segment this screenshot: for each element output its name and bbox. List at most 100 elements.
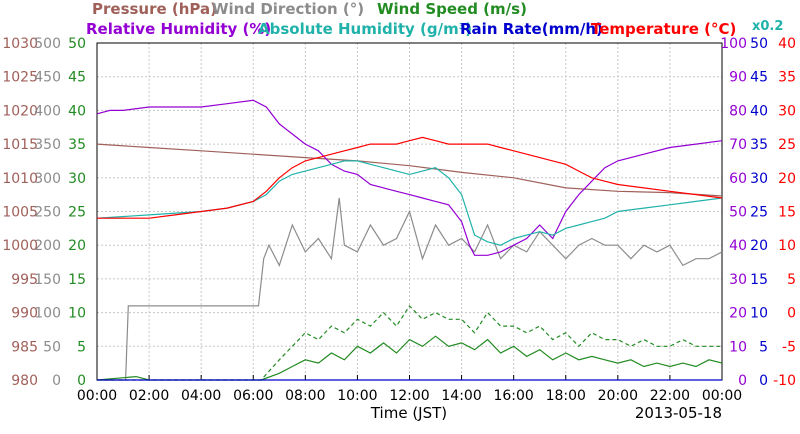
x-tick-label: 10:00 (337, 388, 377, 404)
y-tick-pressure: 990 (11, 306, 38, 322)
legend-rain-rate: Rain Rate(mm/h) (460, 20, 603, 38)
y-tick-rain-rate: 50 (750, 36, 768, 52)
y-tick-wind-direction: 150 (34, 272, 61, 288)
y-tick-rain-rate: 45 (750, 70, 768, 86)
y-tick-pressure: 1010 (2, 171, 38, 187)
legend-multiplier: x0.2 (752, 19, 783, 34)
y-tick-humidity: 50 (729, 205, 747, 221)
series-temperature-c (97, 136, 723, 219)
y-tick-rain-rate: 25 (750, 205, 768, 221)
x-tick-label: 06:00 (233, 388, 273, 404)
y-tick-wind-speed: 15 (68, 272, 86, 288)
legend-wind-speed: Wind Speed (m/s) (377, 0, 527, 18)
y-tick-wind-speed: 0 (77, 373, 86, 389)
x-tick-label: 00:00 (702, 388, 742, 404)
y-tick-temperature: 35 (778, 70, 796, 86)
legend-absolute-humidity: Absolute Humidity (g/m³) (258, 20, 472, 38)
series-absolute-humidity-g-m (96, 160, 723, 246)
x-tick-label: 04:00 (181, 388, 221, 404)
y-tick-wind-speed: 20 (68, 238, 86, 254)
y-tick-wind-speed: 40 (68, 103, 86, 119)
y-tick-pressure: 980 (11, 373, 38, 389)
y-tick-temperature: -5 (782, 339, 796, 355)
y-tick-wind-direction: 500 (34, 36, 61, 52)
y-tick-wind-speed: 5 (77, 339, 86, 355)
y-tick-pressure: 1000 (2, 238, 38, 254)
legend-temperature: Temperature (°C) (591, 20, 736, 38)
y-tick-wind-speed: 45 (68, 70, 86, 86)
y-tick-temperature: -10 (773, 373, 796, 389)
y-tick-temperature: 30 (778, 103, 796, 119)
y-tick-temperature: 15 (778, 205, 796, 221)
y-tick-temperature: 10 (778, 238, 796, 254)
legend-row-1: Pressure (hPa) Wind Direction (°) Wind S… (92, 0, 527, 18)
y-tick-pressure: 1005 (2, 205, 38, 221)
y-tick-humidity: 30 (729, 272, 747, 288)
y-tick-wind-speed: 25 (68, 205, 86, 221)
right-axes: 1009080706050403020100504540353025201510… (720, 36, 796, 389)
y-tick-rain-rate: 30 (750, 171, 768, 187)
y-tick-rain-rate: 0 (759, 373, 768, 389)
legend-relative-humidity: Relative Humidity (%) (86, 20, 271, 38)
y-tick-wind-direction: 400 (34, 103, 61, 119)
y-tick-wind-direction: 450 (34, 70, 61, 86)
y-tick-humidity: 40 (729, 238, 747, 254)
y-tick-temperature: 25 (778, 137, 796, 153)
y-tick-pressure: 1025 (2, 70, 38, 86)
y-tick-temperature: 0 (787, 306, 796, 322)
x-tick-label: 22:00 (650, 388, 690, 404)
series-wind-speed-gust-m-s (97, 304, 722, 381)
y-tick-wind-direction: 100 (34, 306, 61, 322)
legend-pressure: Pressure (hPa) (92, 0, 217, 18)
x-axis: 00:00 02:00 04:00 06:00 08:00 10:00 12:00 14:00… (77, 375, 742, 404)
y-tick-wind-direction: 200 (34, 238, 61, 254)
y-tick-rain-rate: 10 (750, 306, 768, 322)
y-tick-humidity: 20 (729, 306, 747, 322)
y-tick-humidity: 0 (738, 373, 747, 389)
x-tick-label: 14:00 (441, 388, 481, 404)
y-tick-humidity: 70 (729, 137, 747, 153)
series-wind-direction (97, 197, 723, 381)
x-tick-label: 08:00 (285, 388, 325, 404)
legend-wind-direction: Wind Direction (°) (212, 0, 364, 18)
y-tick-wind-speed: 10 (68, 306, 86, 322)
y-tick-humidity: 10 (729, 339, 747, 355)
y-tick-wind-speed: 35 (68, 137, 86, 153)
legend-row-2: Relative Humidity (%) Absolute Humidity … (86, 19, 783, 38)
y-tick-temperature: 20 (778, 171, 796, 187)
y-tick-wind-speed: 30 (68, 171, 86, 187)
series-pressure-hpa (96, 143, 723, 197)
x-tick-label: 00:00 (77, 388, 117, 404)
x-tick-label: 18:00 (546, 388, 586, 404)
y-tick-rain-rate: 35 (750, 137, 768, 153)
x-axis-label: Time (JST) (370, 404, 447, 422)
series-wind-speed-m-s (96, 335, 723, 381)
x-tick-label: 20:00 (598, 388, 638, 404)
y-tick-wind-direction: 50 (43, 339, 61, 355)
x-tick-label: 02:00 (129, 388, 169, 404)
left-axes: 1030102510201015101010051000995990985980… (2, 36, 86, 389)
series-relative-humidity (96, 99, 723, 256)
y-tick-pressure: 1030 (2, 36, 38, 52)
y-tick-rain-rate: 20 (750, 238, 768, 254)
date-label: 2013-05-18 (635, 404, 722, 422)
y-tick-pressure: 995 (11, 272, 38, 288)
y-tick-wind-direction: 0 (52, 373, 61, 389)
y-tick-rain-rate: 40 (750, 103, 768, 119)
y-tick-pressure: 1015 (2, 137, 38, 153)
series-group (96, 99, 723, 381)
y-tick-humidity: 100 (720, 36, 747, 52)
y-tick-wind-direction: 250 (34, 205, 61, 221)
y-tick-rain-rate: 5 (759, 339, 768, 355)
x-tick-label: 12:00 (389, 388, 429, 404)
y-tick-temperature: 40 (778, 36, 796, 52)
y-tick-rain-rate: 15 (750, 272, 768, 288)
y-tick-pressure: 1020 (2, 103, 38, 119)
y-tick-wind-direction: 350 (34, 137, 61, 153)
y-tick-humidity: 80 (729, 103, 747, 119)
y-tick-humidity: 90 (729, 70, 747, 86)
y-tick-humidity: 60 (729, 171, 747, 187)
y-tick-temperature: 5 (787, 272, 796, 288)
x-tick-label: 16:00 (493, 388, 533, 404)
